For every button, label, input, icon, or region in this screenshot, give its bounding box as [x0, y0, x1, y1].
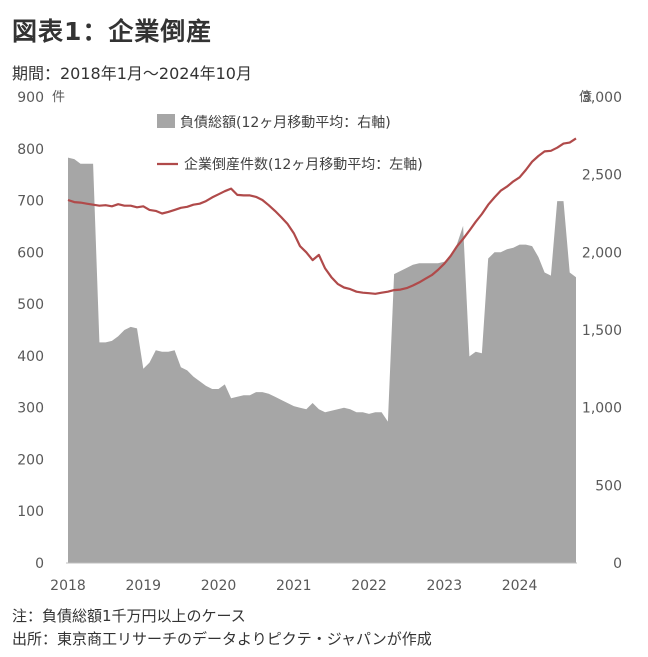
- legend-label-area: 負債総額(12ヶ月移動平均：右軸): [180, 115, 391, 131]
- chart-period: 期間：2018年1月～2024年10月: [12, 64, 252, 83]
- legend-swatch-area: [157, 114, 175, 128]
- left-tick-label: 0: [35, 556, 44, 572]
- right-tick-label: 3,000: [582, 90, 622, 106]
- left-tick-label: 600: [17, 245, 44, 261]
- left-tick-label: 900: [17, 90, 44, 106]
- footnote: 注：負債総額1千万円以上のケース: [12, 607, 246, 625]
- chart: 0 100 200 300 400 500 600 700 800 900 件 0 500 1,000 1,…: [17, 89, 622, 594]
- x-tick-label: 2019: [125, 578, 161, 594]
- right-tick-label: 2,500: [582, 168, 622, 184]
- right-tick-label: 500: [595, 478, 622, 494]
- source-note: 出所：東京商工リサーチのデータよりピクテ・ジャパンが作成: [12, 630, 432, 648]
- right-tick-label: 1,500: [582, 323, 622, 339]
- right-tick-label: 1,000: [582, 401, 622, 417]
- right-tick-label: 2,000: [582, 245, 622, 261]
- right-axis-unit: 億: [579, 89, 592, 105]
- x-tick-label: 2021: [276, 578, 312, 594]
- left-tick-label: 800: [17, 142, 44, 158]
- series-line-bankruptcies: [67, 137, 577, 295]
- legend: 負債総額(12ヶ月移動平均：右軸) 企業倒産件数(12ヶ月移動平均：左軸): [157, 114, 423, 173]
- x-tick-label: 2022: [351, 578, 387, 594]
- x-tick-label: 2020: [201, 578, 237, 594]
- axis-layer: 0 100 200 300 400 500 600 700 800 900 件 0 500 1,000 1,…: [17, 89, 622, 594]
- series-area-debt: [68, 157, 576, 563]
- left-tick-label: 400: [17, 349, 44, 365]
- x-tick-label: 2023: [426, 578, 462, 594]
- page-title: 図表1：企業倒産: [12, 17, 213, 46]
- left-tick-label: 300: [17, 401, 44, 417]
- left-tick-label: 200: [17, 452, 44, 468]
- left-tick-label: 700: [17, 194, 44, 210]
- left-axis-unit: 件: [52, 90, 65, 105]
- legend-label-line: 企業倒産件数(12ヶ月移動平均：左軸): [184, 156, 423, 173]
- line-layer: [67, 137, 577, 295]
- x-tick-label: 2018: [50, 578, 86, 594]
- x-tick-label: 2024: [502, 578, 538, 594]
- left-tick-label: 500: [17, 297, 44, 313]
- area-layer: [68, 157, 576, 563]
- left-tick-label: 100: [17, 504, 44, 520]
- right-tick-label: 0: [613, 556, 622, 572]
